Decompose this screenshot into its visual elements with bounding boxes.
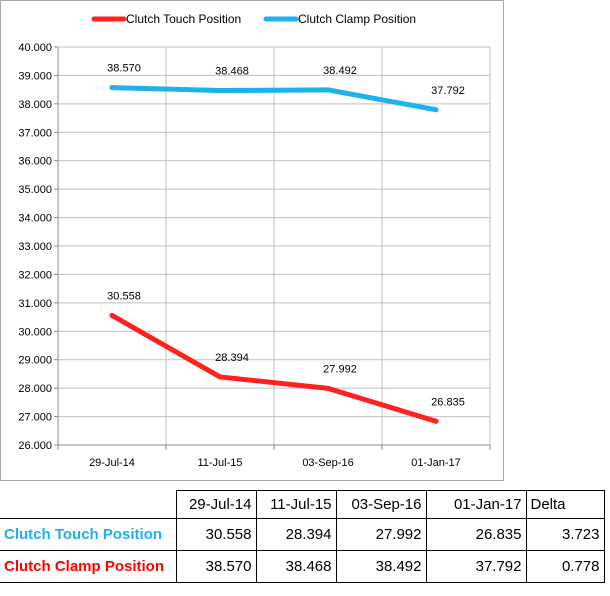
y-tick-label: 32.000: [18, 269, 52, 281]
table-row-label: Clutch Touch Position: [0, 518, 177, 551]
table-cell: 37.792: [425, 550, 527, 583]
table-cell: 38.492: [335, 550, 427, 583]
data-point: [325, 385, 331, 391]
y-tick-label: 28.000: [18, 383, 52, 395]
table-cell: 30.558: [175, 518, 257, 551]
table-cell: 38.468: [255, 550, 337, 583]
table-row: Clutch Clamp Position 38.570 38.468 38.4…: [0, 550, 605, 583]
table-header-cell: 01-Jan-17: [425, 490, 527, 519]
y-tick-label: 26.000: [18, 440, 52, 452]
y-tick-label: 40.000: [18, 42, 52, 54]
table-header-cell: 29-Jul-14: [175, 490, 257, 519]
y-tick-label: 38.000: [18, 99, 52, 111]
legend-label: Clutch Touch Position: [126, 12, 241, 26]
y-tick-label: 36.000: [18, 156, 52, 168]
data-point: [217, 374, 223, 380]
y-tick-label: 33.000: [18, 241, 52, 253]
x-tick-label: 11-Jul-15: [197, 457, 242, 469]
data-point: [325, 87, 331, 93]
series-line: [109, 85, 439, 113]
data-label: 38.570: [107, 63, 141, 75]
y-tick-label: 29.000: [18, 355, 52, 367]
data-label: 37.792: [431, 85, 465, 97]
legend-label: Clutch Clamp Position: [298, 12, 416, 26]
data-point: [109, 85, 115, 91]
data-label: 27.992: [323, 363, 357, 375]
table-cell: 3.723: [525, 518, 605, 551]
chart-area: [0, 0, 504, 481]
table-cell: 28.394: [255, 518, 337, 551]
table-cell: 27.992: [335, 518, 427, 551]
data-label: 28.394: [215, 352, 249, 364]
y-tick-label: 37.000: [18, 127, 52, 139]
x-tick-label: 29-Jul-14: [89, 457, 135, 469]
series-line: [109, 312, 439, 424]
y-tick-label: 31.000: [18, 298, 52, 310]
data-point: [433, 107, 439, 113]
x-tick-label: 03-Sep-16: [302, 457, 353, 469]
data-label: 38.492: [323, 65, 357, 77]
table-row-label: Clutch Clamp Position: [0, 550, 177, 583]
table-header-row: 29-Jul-14 11-Jul-15 03-Sep-16 01-Jan-17 …: [0, 490, 605, 519]
y-tick-label: 35.000: [18, 184, 52, 196]
table-cell: 0.778: [525, 550, 605, 583]
y-tick-label: 39.000: [18, 70, 52, 82]
table-corner-cell: [0, 490, 177, 519]
x-tick-label: 01-Jan-17: [411, 457, 461, 469]
data-point: [109, 312, 115, 318]
y-tick-label: 30.000: [18, 326, 52, 338]
data-label: 26.835: [431, 396, 465, 408]
table-cell: 26.835: [425, 518, 527, 551]
data-point: [433, 418, 439, 424]
table-header-cell: Delta: [525, 490, 605, 519]
data-label: 30.558: [107, 290, 141, 302]
data-label: 38.468: [215, 66, 249, 78]
table-header-cell: 03-Sep-16: [335, 490, 427, 519]
data-point: [217, 88, 223, 94]
y-tick-label: 34.000: [18, 213, 52, 225]
table-cell: 38.570: [175, 550, 257, 583]
y-tick-label: 27.000: [18, 412, 52, 424]
data-table: 29-Jul-14 11-Jul-15 03-Sep-16 01-Jan-17 …: [0, 490, 605, 583]
line-chart: 26.000 27.000 28.000 29.000 30.000 31.000 32.0…: [18, 12, 491, 469]
table-header-cell: 11-Jul-15: [255, 490, 337, 519]
table-row: Clutch Touch Position 30.558 28.394 27.9…: [0, 518, 605, 551]
